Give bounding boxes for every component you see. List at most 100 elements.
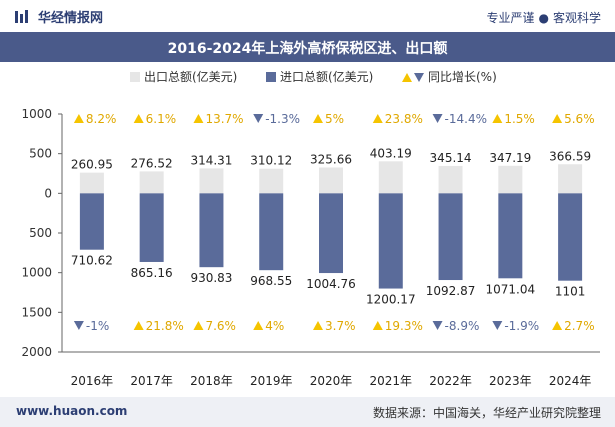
- slogan-dot-icon: ●: [538, 11, 549, 25]
- growth-up-icon: [313, 321, 323, 330]
- export-value-label: 347.19: [489, 151, 531, 165]
- import-growth-label: 7.6%: [205, 319, 236, 333]
- export-growth-label: 23.8%: [385, 112, 423, 126]
- slogan-left: 专业严谨: [486, 11, 535, 25]
- export-growth-label: 13.7%: [205, 112, 243, 126]
- y-tick-label: 500: [29, 226, 52, 240]
- legend-growth-label: 同比增长(%): [428, 70, 497, 84]
- import-bar: [139, 193, 164, 262]
- import-growth-label: 19.3%: [385, 319, 423, 333]
- y-tick-label: 2000: [21, 345, 52, 359]
- export-growth-label: 5%: [325, 112, 344, 126]
- chart-canvas: 出口总额(亿美元) 进口总额(亿美元) 同比增长(%) 100050005001…: [21, 69, 600, 388]
- export-bar: [438, 165, 463, 194]
- export-bar: [319, 167, 343, 194]
- x-tick-label: 2016年: [71, 374, 114, 388]
- import-bar: [378, 193, 403, 289]
- y-ticks: 1000 500 0 500 1000 1500 2000: [21, 107, 62, 359]
- import-growth-label: -8.9%: [445, 319, 480, 333]
- import-growth-label: -1%: [86, 319, 109, 333]
- y-tick-label: 0: [44, 186, 52, 200]
- export-bar: [378, 161, 403, 194]
- export-value-label: 345.14: [430, 151, 472, 165]
- brand-name: 华经情报网: [38, 11, 104, 26]
- export-value-label: 276.52: [131, 156, 173, 170]
- x-tick-label: 2023年: [489, 374, 532, 388]
- growth-down-icon: [253, 114, 264, 123]
- export-value-label: 325.66: [310, 152, 352, 166]
- y-tick-label: 1500: [21, 305, 52, 319]
- growth-up-icon: [492, 114, 503, 123]
- import-growth-label: 4%: [265, 319, 284, 333]
- import-bar: [558, 193, 583, 281]
- bars: [79, 161, 583, 289]
- title-bar: 2016-2024年上海外高桥保税区进、出口额: [0, 32, 615, 62]
- import-growth-label: -1.9%: [504, 319, 539, 333]
- slogan-right: 客观科学: [552, 11, 601, 25]
- x-tick-label: 2017年: [130, 374, 173, 388]
- export-bar: [259, 168, 284, 194]
- import-bar: [319, 193, 343, 274]
- export-bar: [79, 172, 104, 194]
- growth-down-icon: [432, 114, 443, 123]
- growth-down-icon: [73, 321, 84, 330]
- growth-up-icon: [193, 114, 204, 123]
- x-tick-label: 2020年: [310, 374, 353, 388]
- export-bar: [139, 171, 164, 194]
- footer-source: 数据来源：中国海关，华经产业研究院整理: [372, 406, 601, 420]
- export-growth-label: 6.1%: [146, 112, 177, 126]
- import-value-label: 865.16: [131, 266, 173, 280]
- y-tick-label: 1000: [21, 266, 52, 280]
- legend: 出口总额(亿美元) 进口总额(亿美元) 同比增长(%): [130, 69, 497, 84]
- brand-logo-icon: [15, 9, 28, 23]
- growth-down-icon: [432, 321, 443, 330]
- import-value-label: 1101: [555, 285, 586, 299]
- import-bar: [199, 193, 224, 268]
- export-growth-label: -14.4%: [445, 112, 487, 126]
- import-growth-label: 2.7%: [564, 319, 595, 333]
- y-tick-label: 500: [29, 147, 52, 161]
- y-tick-label: 1000: [21, 107, 52, 121]
- import-value-label: 1092.87: [426, 284, 476, 298]
- export-growth-label: 8.2%: [86, 112, 117, 126]
- x-tick-label: 2022年: [429, 374, 472, 388]
- export-growth-label: -1.3%: [265, 112, 300, 126]
- x-tick-label: 2024年: [549, 374, 592, 388]
- import-value-label: 710.62: [71, 254, 113, 268]
- x-tick-label: 2018年: [190, 374, 233, 388]
- growth-labels: 8.2% -1% 6.1% 21.8% 13.7% 7.6% -1.3% 4% 5% 3.7% 23…: [73, 112, 595, 333]
- legend-export-label: 出口总额(亿美元): [144, 69, 237, 84]
- legend-up-triangle-icon: [402, 73, 412, 82]
- growth-up-icon: [552, 321, 563, 330]
- import-value-label: 1200.17: [366, 293, 416, 307]
- legend-import-label: 进口总额(亿美元): [280, 69, 373, 84]
- chart-title: 2016-2024年上海外高桥保税区进、出口额: [167, 41, 448, 57]
- export-value-label: 260.95: [71, 158, 113, 172]
- growth-up-icon: [313, 114, 323, 123]
- x-tick-label: 2019年: [250, 374, 293, 388]
- growth-up-icon: [552, 114, 563, 123]
- import-value-label: 1071.04: [486, 282, 536, 296]
- export-growth-label: 5.6%: [564, 112, 595, 126]
- import-bar: [438, 193, 463, 281]
- import-value-label: 930.83: [190, 271, 232, 285]
- import-bar: [259, 193, 284, 271]
- export-growth-label: 1.5%: [504, 112, 535, 126]
- growth-up-icon: [73, 114, 84, 123]
- top-bar: 华经情报网 专业严谨 ● 客观科学: [0, 0, 615, 32]
- slogan: 专业严谨 ● 客观科学: [486, 9, 601, 26]
- export-value-label: 314.31: [190, 153, 232, 167]
- legend-import-swatch: [266, 72, 276, 82]
- footer: www.huaon.com 数据来源：中国海关，华经产业研究院整理: [0, 397, 615, 427]
- import-value-label: 1004.76: [306, 277, 356, 291]
- brand: 华经情报网: [14, 7, 103, 26]
- growth-down-icon: [492, 321, 503, 330]
- growth-up-icon: [193, 321, 204, 330]
- legend-down-triangle-icon: [414, 73, 424, 82]
- import-bar: [498, 193, 523, 279]
- import-value-label: 968.55: [250, 274, 292, 288]
- export-value-label: 403.19: [370, 146, 412, 160]
- import-bar: [79, 193, 104, 250]
- export-bar: [199, 168, 224, 194]
